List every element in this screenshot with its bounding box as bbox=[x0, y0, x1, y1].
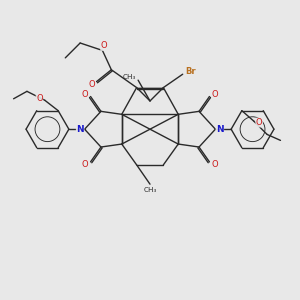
Text: O: O bbox=[36, 94, 43, 103]
Text: N: N bbox=[216, 125, 224, 134]
Text: O: O bbox=[82, 160, 88, 169]
Text: O: O bbox=[256, 118, 262, 127]
Text: O: O bbox=[100, 41, 107, 50]
Text: Br: Br bbox=[185, 67, 195, 76]
Text: O: O bbox=[82, 90, 88, 99]
Text: N: N bbox=[76, 125, 84, 134]
Text: O: O bbox=[212, 160, 218, 169]
Text: CH₃: CH₃ bbox=[143, 187, 157, 193]
Text: CH₃: CH₃ bbox=[122, 74, 136, 80]
Text: O: O bbox=[212, 90, 218, 99]
Text: O: O bbox=[89, 80, 95, 89]
